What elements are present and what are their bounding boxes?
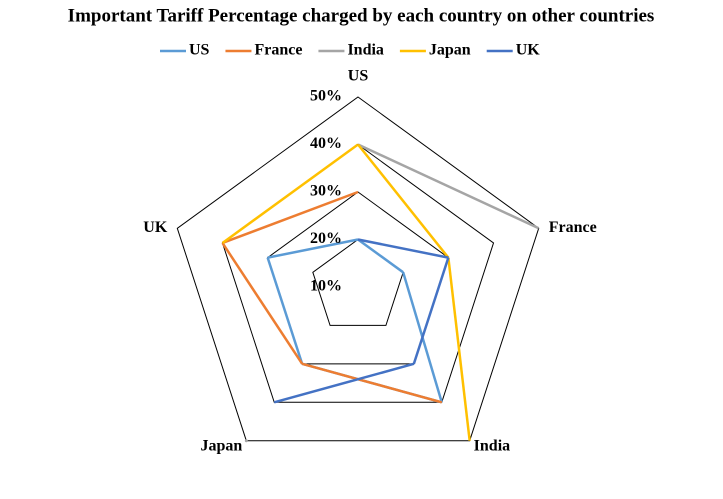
legend-label: Japan: [429, 42, 471, 59]
tick-label: 40%: [310, 135, 342, 152]
series-line: [357, 238, 449, 259]
series-line: [357, 143, 450, 259]
category-label: UK: [143, 219, 168, 236]
series-line: [266, 257, 304, 365]
tick-label: 30%: [310, 183, 342, 200]
category-label: US: [348, 68, 369, 85]
tick-label: 20%: [310, 230, 342, 247]
legend-label: UK: [516, 42, 541, 59]
series-line: [412, 257, 450, 365]
legend-label: India: [347, 42, 383, 59]
series-line: [273, 362, 415, 404]
series-line: [221, 143, 359, 244]
legend-label: France: [254, 42, 302, 59]
series-line: [301, 362, 443, 404]
category-label: India: [474, 437, 510, 454]
series-line: [222, 190, 359, 245]
tick-label: 10%: [310, 278, 342, 295]
series-line: [221, 242, 304, 365]
series-line: [357, 143, 540, 230]
series-line: [447, 257, 471, 441]
series-line: [357, 238, 404, 274]
tick-label: 50%: [310, 88, 342, 105]
series-point: [244, 439, 248, 443]
category-label: France: [549, 219, 597, 236]
legend-label: US: [189, 42, 210, 59]
grid-ring: [176, 96, 540, 442]
category-label: Japan: [201, 437, 243, 454]
grid-ring: [267, 191, 449, 365]
series-line: [267, 238, 359, 259]
chart-title: Important Tariff Percentage charged by e…: [68, 5, 655, 26]
